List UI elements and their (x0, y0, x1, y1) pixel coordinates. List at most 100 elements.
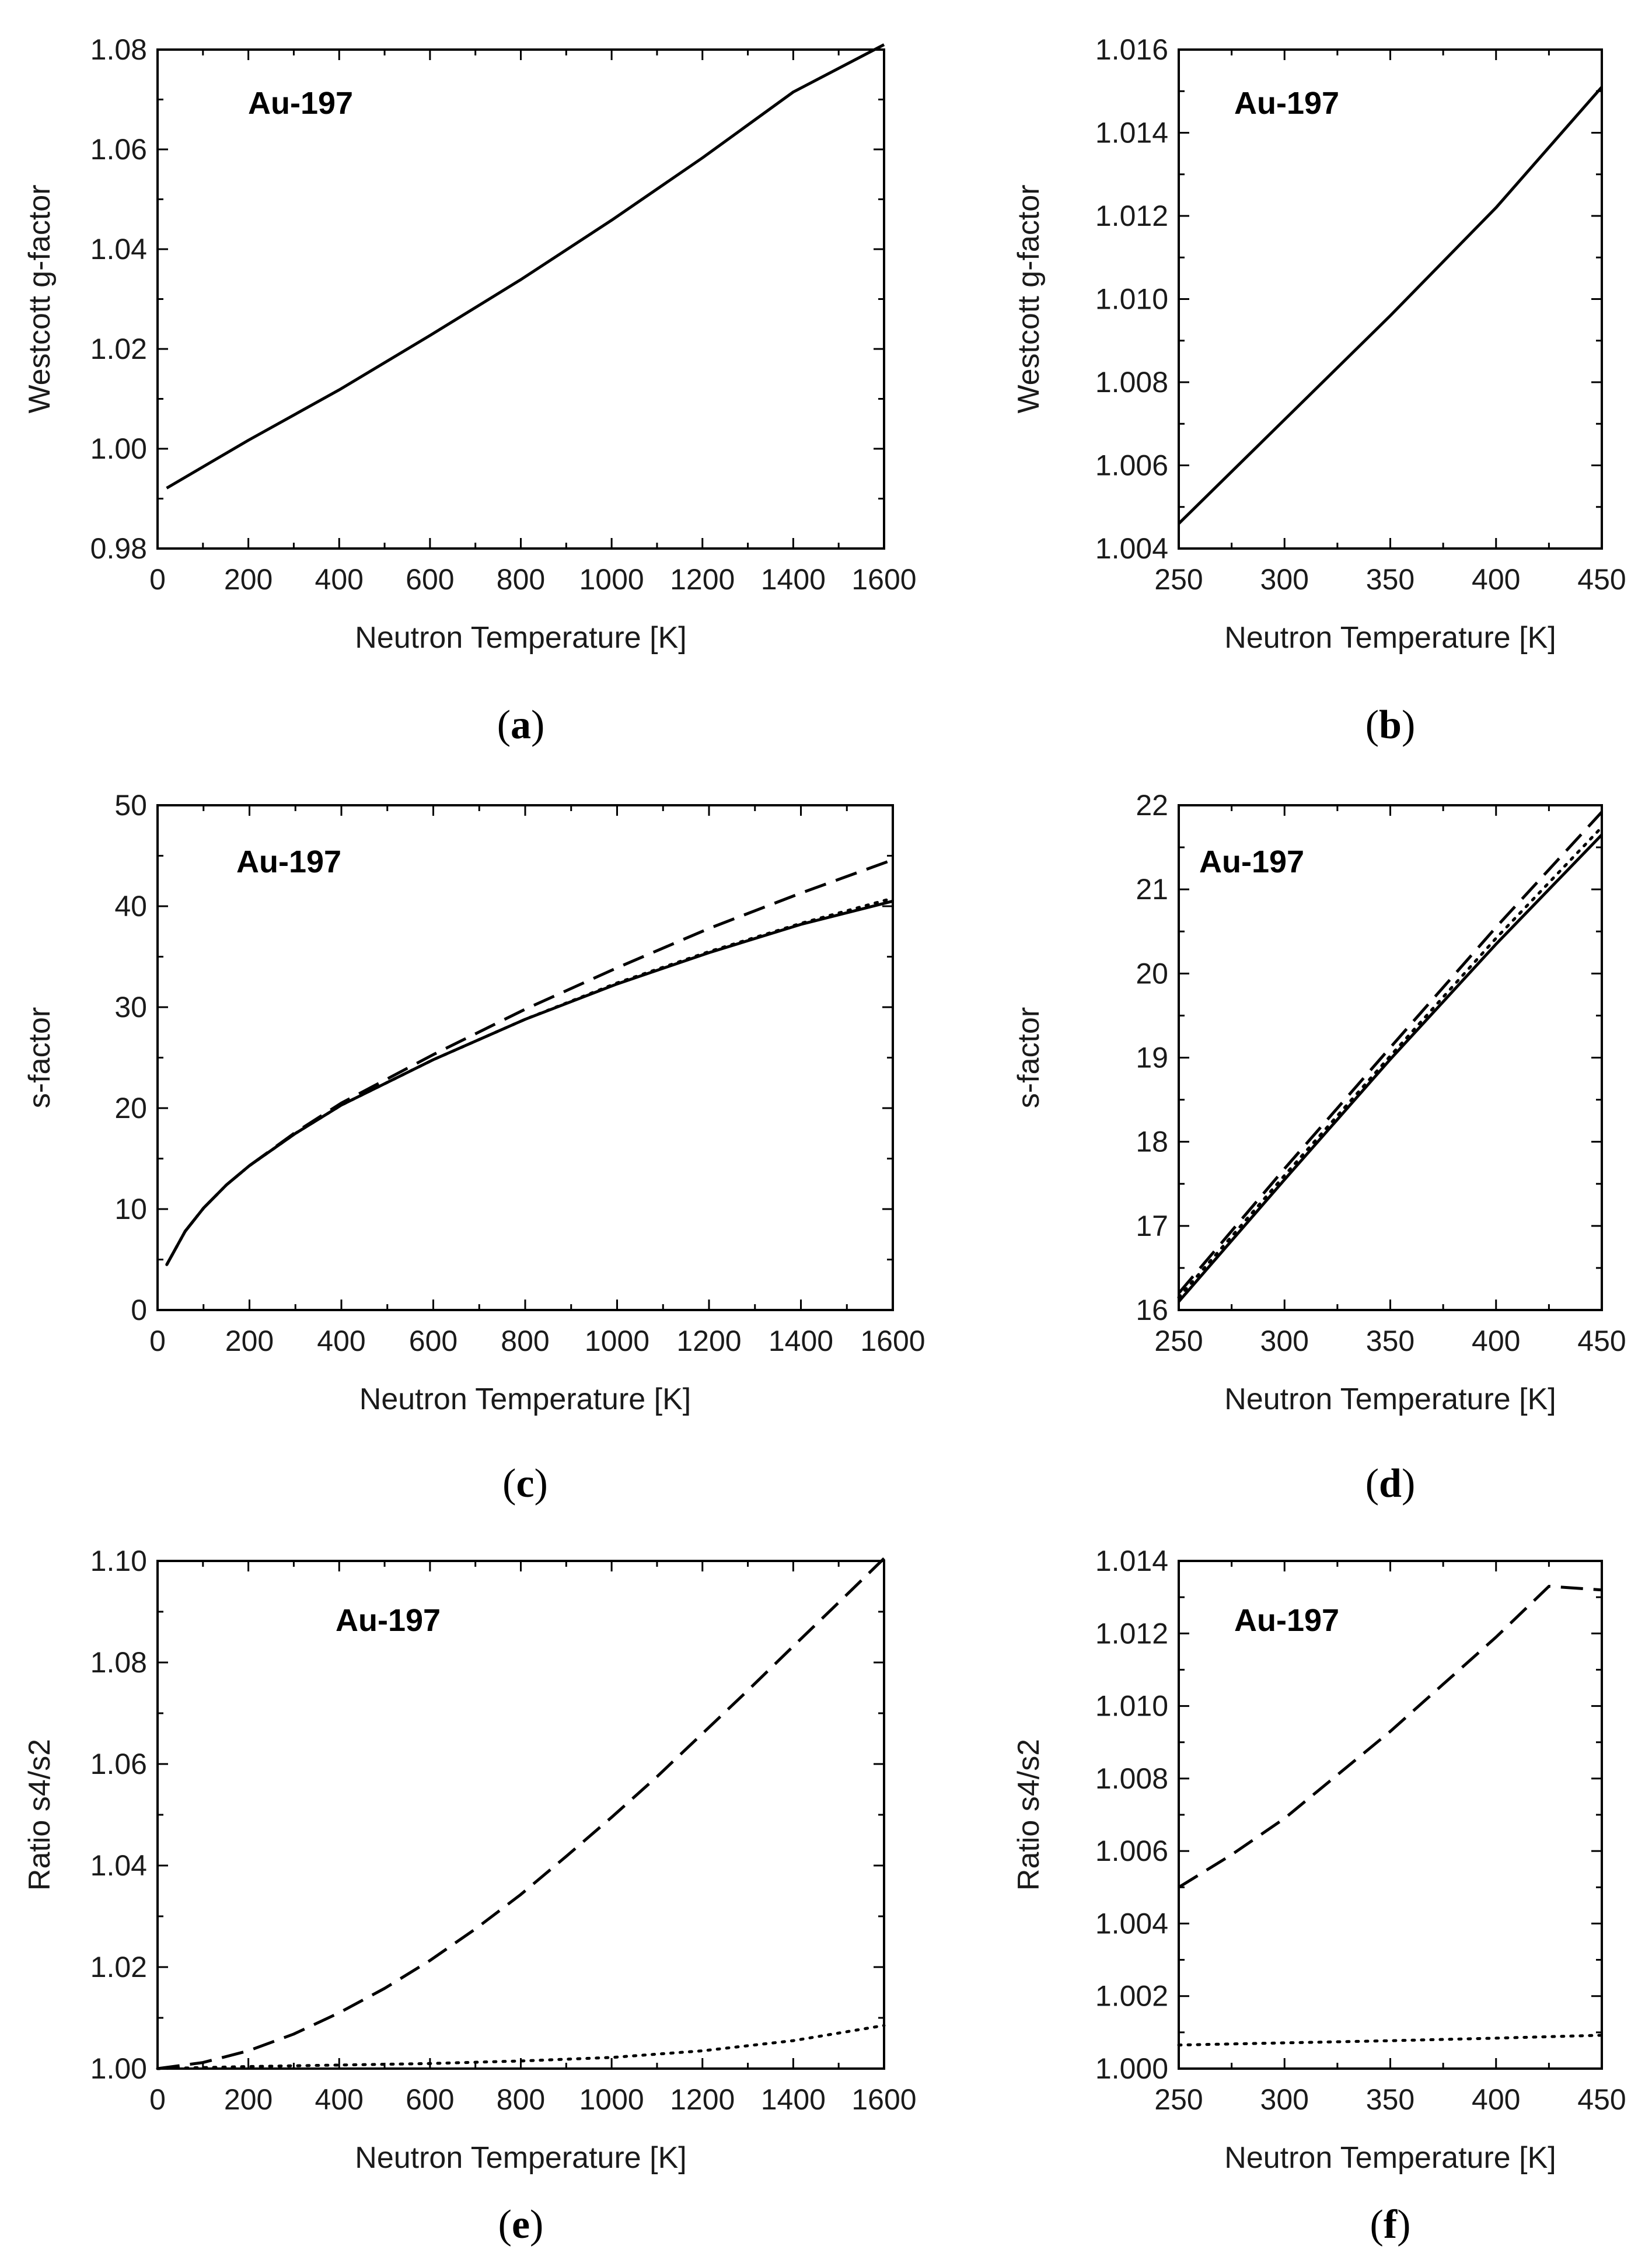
y-tick-label: 1.02 (90, 1951, 147, 1983)
panel-caption-letter: e (512, 2202, 530, 2247)
y-tick-label: 1.004 (1095, 532, 1168, 565)
panel-caption: (e) (498, 2202, 544, 2247)
plot-title: Au-197 (336, 1603, 441, 1638)
x-tick-label: 450 (1577, 2083, 1626, 2116)
x-tick-label: 450 (1577, 1325, 1626, 1357)
x-tick-label: 400 (315, 2083, 364, 2116)
panel-caption: (b) (1365, 703, 1416, 747)
x-tick-label: 300 (1260, 2083, 1309, 2116)
x-tick-label: 800 (501, 1325, 549, 1357)
y-tick-label: 1.10 (90, 1545, 147, 1577)
chart-panel-b: 250 300 350 400 450 1.004 1.006 1.008 1.010 1.012… (1012, 33, 1626, 747)
x-tick-label: 400 (317, 1325, 365, 1357)
series-line-s-exact (1177, 826, 1604, 1299)
y-tick-label: 17 (1136, 1210, 1168, 1242)
y-tick-label: 19 (1136, 1042, 1168, 1074)
series-line-ratio-exact (1177, 2034, 1604, 2047)
series-line-s4-s2 (157, 1557, 885, 2070)
panel-caption: (c) (502, 1461, 548, 1506)
y-tick-label: 16 (1136, 1294, 1168, 1326)
x-tick-label: 600 (406, 2083, 454, 2116)
y-tick-label: 1.02 (90, 333, 147, 365)
panel-caption: (a) (497, 703, 545, 747)
plot-frame (156, 1560, 885, 2070)
series-line-s2 (165, 899, 893, 1266)
series-line-s4 (165, 858, 893, 1266)
x-tick-label: 400 (315, 563, 364, 596)
y-tick-label: 1.004 (1095, 1907, 1168, 1940)
x-tick-label: 0 (149, 1325, 166, 1357)
x-tick-label: 350 (1366, 2083, 1414, 2116)
y-tick-label: 1.000 (1095, 2052, 1168, 2085)
series-line-s2 (1178, 833, 1603, 1303)
x-tick-label: 0 (149, 2083, 166, 2116)
plot-title: Au-197 (236, 844, 341, 879)
x-tick-label: 600 (409, 1325, 457, 1357)
y-tick-label: 0.98 (90, 532, 147, 565)
y-tick-label: 1.014 (1095, 1545, 1168, 1577)
panel-caption-letter: d (1379, 1461, 1402, 1506)
plot-title: Au-197 (248, 86, 353, 121)
y-axis-label: s-factor (1012, 1007, 1046, 1108)
x-tick-label: 1200 (676, 1325, 741, 1357)
x-tick-label: 250 (1154, 563, 1203, 596)
x-tick-label: 1400 (761, 563, 826, 596)
y-tick-label: 22 (1136, 789, 1168, 822)
x-tick-label: 400 (1472, 2083, 1520, 2116)
y-tick-label: 1.08 (90, 33, 147, 66)
x-tick-label: 1600 (851, 2083, 916, 2116)
x-axis-label: Neutron Temperature [K] (1224, 1382, 1556, 1416)
y-tick-label: 1.00 (90, 432, 147, 465)
plot-title: Au-197 (1234, 1603, 1339, 1638)
y-tick-label: 1.006 (1095, 1835, 1168, 1867)
panels-group: 0 200 400 600 800 1000 1200 1400 16000.981.001.0… (23, 33, 1626, 2247)
x-tick-label: 1400 (769, 1325, 833, 1357)
y-tick-label: 1.008 (1095, 366, 1168, 399)
panel-caption-letter: a (511, 703, 531, 747)
chart-panel-f: 250 300 350 400 450 1.000 1.002 1.004 1.006 1.008… (1012, 1545, 1626, 2247)
x-tick-label: 400 (1472, 1325, 1520, 1357)
x-tick-label: 250 (1154, 2083, 1203, 2116)
y-tick-label: 18 (1136, 1126, 1168, 1158)
chart-panel-e: 0 200 400 600 800 1000 1200 1400 1600 1.00 1.02 1.0… (23, 1545, 917, 2247)
y-tick-label: 1.00 (90, 2052, 147, 2085)
x-tick-label: 350 (1366, 1325, 1414, 1357)
y-tick-label: 1.016 (1095, 33, 1168, 66)
y-tick-label: 1.006 (1095, 449, 1168, 482)
y-tick-label: 1.002 (1095, 1980, 1168, 2013)
y-tick-label: 1.012 (1095, 200, 1168, 232)
chart-panel-c: 0 200 400 600 800 1000 1200 1400 1600 0 10 20 30 40 50… (23, 789, 925, 1506)
x-tick-label: 200 (225, 1325, 274, 1357)
y-axis-label: Westcott g-factor (1012, 184, 1046, 413)
y-tick-label: 1.06 (90, 133, 147, 166)
x-axis-label: Neutron Temperature [K] (1224, 2141, 1556, 2175)
y-tick-label: 20 (1136, 957, 1168, 990)
x-axis-label: Neutron Temperature [K] (355, 621, 686, 655)
plot-frame (156, 48, 885, 550)
panel-caption-letter: c (516, 1461, 534, 1506)
panel-caption-letter: b (1379, 703, 1402, 747)
plot-frame (156, 804, 894, 1311)
x-tick-label: 0 (149, 563, 166, 596)
x-tick-label: 450 (1577, 563, 1626, 596)
series-line-g-factor (166, 43, 885, 490)
x-tick-label: 400 (1472, 563, 1520, 596)
y-axis-label: Westcott g-factor (23, 184, 57, 413)
plot-title: Au-197 (1234, 86, 1339, 121)
y-tick-label: 0 (131, 1294, 147, 1326)
x-tick-label: 1200 (670, 2083, 735, 2116)
x-tick-label: 1400 (761, 2083, 826, 2116)
series-line-s4 (1178, 811, 1603, 1294)
x-tick-label: 300 (1260, 1325, 1309, 1357)
chart-panel-d: 250 300 350 400 450 16 17 18 19 20 21 22 Neutron Tem… (1012, 789, 1626, 1506)
y-tick-label: 40 (114, 890, 147, 923)
y-tick-label: 30 (114, 991, 147, 1024)
y-tick-label: 1.010 (1095, 1690, 1168, 1723)
y-tick-label: 1.010 (1095, 283, 1168, 316)
y-tick-label: 1.012 (1095, 1617, 1168, 1650)
y-axis-label: Ratio s4/s2 (23, 1739, 57, 1891)
x-tick-label: 1000 (579, 2083, 644, 2116)
y-tick-label: 1.06 (90, 1748, 147, 1780)
panel-caption-letter: f (1384, 2202, 1398, 2247)
y-tick-label: 21 (1136, 873, 1168, 906)
